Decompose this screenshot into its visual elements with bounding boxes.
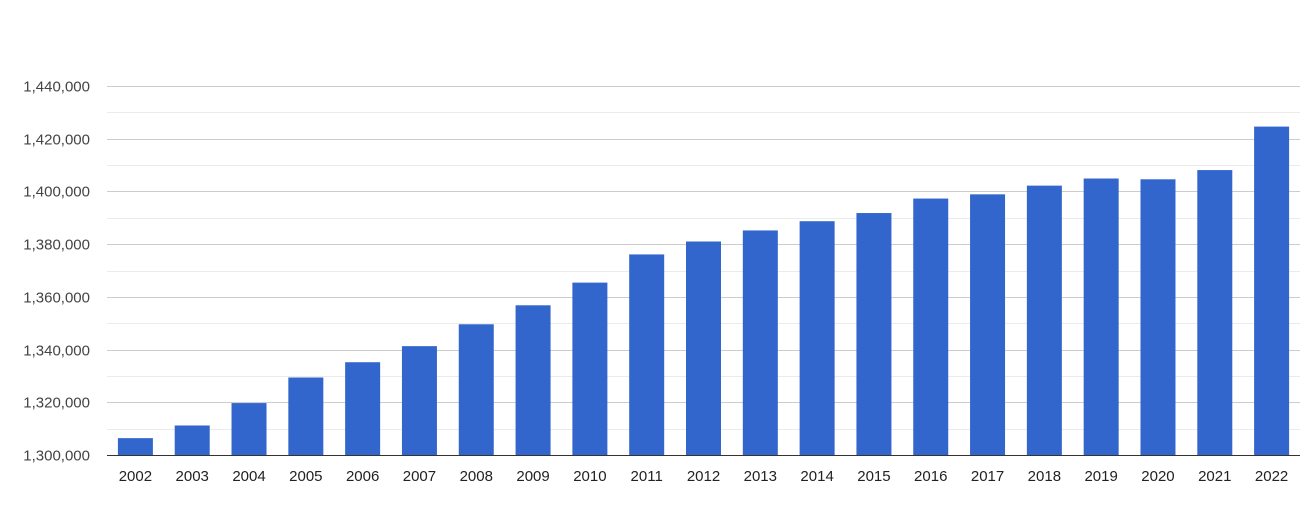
x-tick-label: 2018 bbox=[1028, 468, 1061, 485]
y-tick-label: 1,400,000 bbox=[23, 184, 90, 201]
bar-2022[interactable] bbox=[1254, 126, 1290, 455]
bar-2013[interactable] bbox=[742, 230, 778, 455]
x-tick-label: 2022 bbox=[1255, 468, 1288, 485]
bar-2010[interactable] bbox=[572, 282, 608, 455]
x-tick-label: 2012 bbox=[687, 468, 720, 485]
x-tick-label: 2021 bbox=[1198, 468, 1231, 485]
x-tick-label: 2019 bbox=[1084, 468, 1117, 485]
bar-2014[interactable] bbox=[799, 221, 835, 455]
x-tick-label: 2003 bbox=[176, 468, 209, 485]
x-tick-label: 2016 bbox=[914, 468, 947, 485]
bar-2006[interactable] bbox=[345, 362, 381, 455]
bar-2017[interactable] bbox=[970, 194, 1006, 455]
bar-2007[interactable] bbox=[401, 346, 437, 455]
x-tick-label: 2008 bbox=[460, 468, 493, 485]
y-axis-tick-labels: 1,300,000 1,320,000 1,340,000 1,360,000 1,38… bbox=[23, 79, 90, 465]
bar-2005[interactable] bbox=[288, 377, 324, 455]
bar-2019[interactable] bbox=[1083, 178, 1119, 455]
y-tick-label: 1,380,000 bbox=[23, 237, 90, 254]
x-tick-label: 2005 bbox=[289, 468, 322, 485]
x-tick-label: 2002 bbox=[119, 468, 152, 485]
bar-2015[interactable] bbox=[856, 213, 892, 455]
x-tick-label: 2009 bbox=[516, 468, 549, 485]
y-tick-label: 1,420,000 bbox=[23, 132, 90, 149]
bar-2008[interactable] bbox=[458, 324, 494, 455]
bar-2009[interactable] bbox=[515, 305, 551, 455]
x-tick-label: 2006 bbox=[346, 468, 379, 485]
y-tick-label: 1,340,000 bbox=[23, 343, 90, 360]
bar-2020[interactable] bbox=[1140, 179, 1176, 456]
x-tick-label: 2017 bbox=[971, 468, 1004, 485]
y-tick-label: 1,440,000 bbox=[23, 79, 90, 96]
y-tick-label: 1,320,000 bbox=[23, 395, 90, 412]
x-tick-label: 2014 bbox=[800, 468, 833, 485]
bar-2016[interactable] bbox=[913, 198, 949, 456]
bar-2003[interactable] bbox=[174, 425, 210, 455]
bars bbox=[107, 126, 1300, 456]
x-tick-label: 2011 bbox=[631, 468, 663, 485]
bar-2018[interactable] bbox=[1026, 185, 1062, 455]
x-tick-label: 2020 bbox=[1141, 468, 1174, 485]
x-tick-label: 2007 bbox=[403, 468, 436, 485]
y-tick-label: 1,360,000 bbox=[23, 290, 90, 307]
y-tick-label: 1,300,000 bbox=[23, 448, 90, 465]
bar-2004[interactable] bbox=[231, 403, 267, 455]
x-axis-tick-labels: 2002 2003 2004 2005 2006 2007 2008 2009 2010 2011… bbox=[119, 468, 1289, 485]
x-tick-label: 2004 bbox=[232, 468, 265, 485]
x-tick-label: 2015 bbox=[857, 468, 890, 485]
bar-2021[interactable] bbox=[1197, 170, 1233, 455]
x-tick-label: 2013 bbox=[744, 468, 777, 485]
x-tick-label: 2010 bbox=[573, 468, 606, 485]
bar-2002[interactable] bbox=[117, 438, 153, 455]
bar-2011[interactable] bbox=[629, 254, 665, 455]
bar-2012[interactable] bbox=[686, 241, 721, 455]
